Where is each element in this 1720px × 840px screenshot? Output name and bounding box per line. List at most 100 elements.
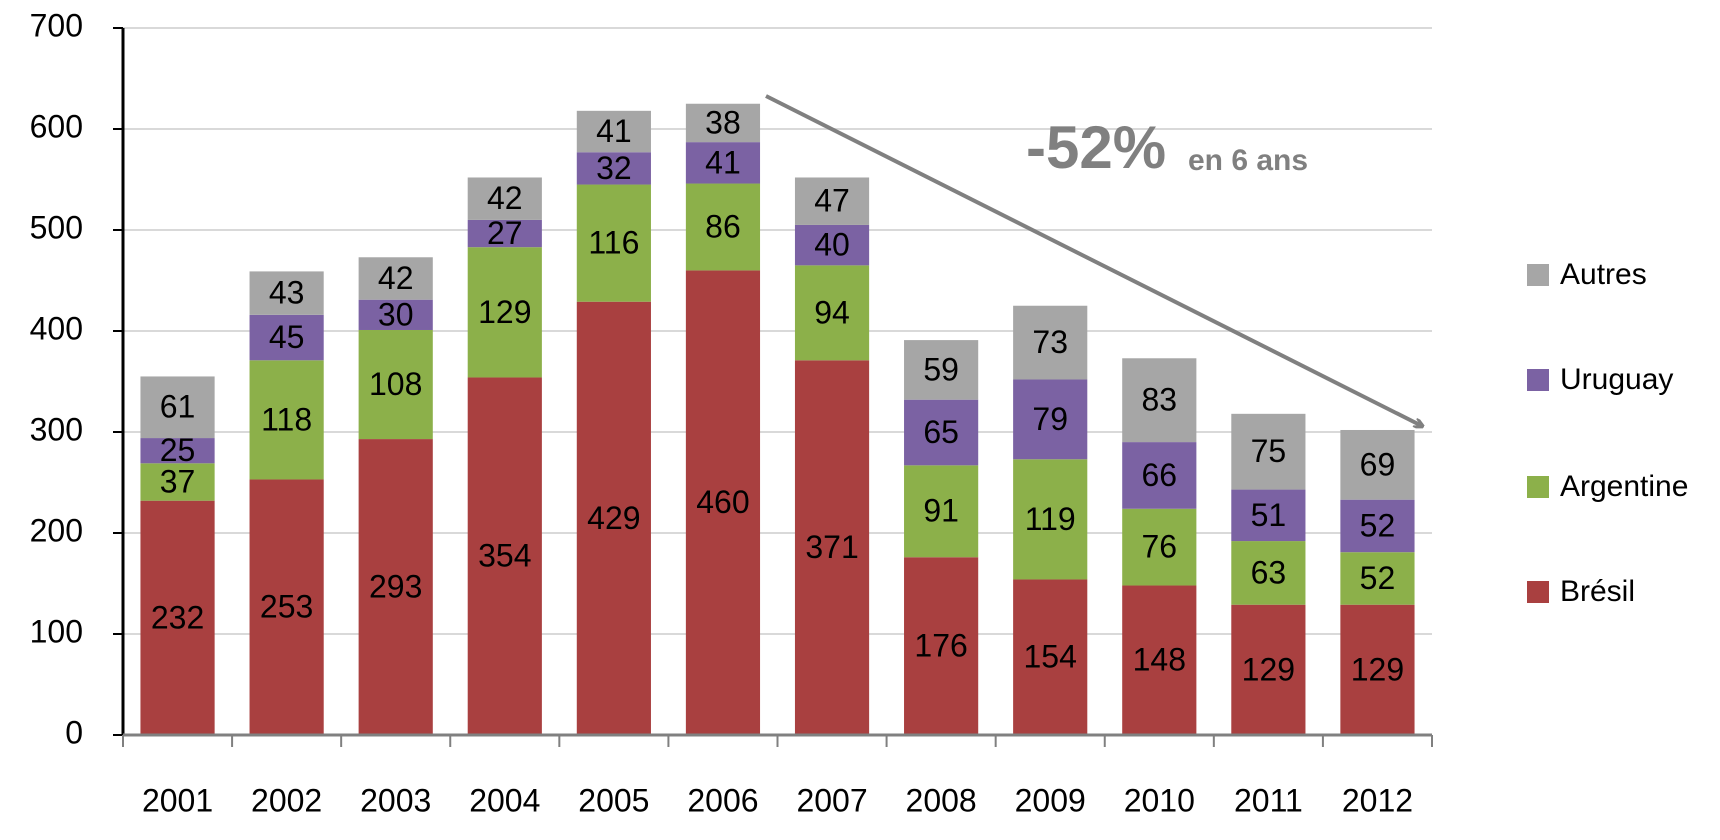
data-label: 116 (588, 225, 639, 261)
bar-segment (794, 177, 870, 225)
bar-segment (1122, 585, 1197, 735)
data-label: 232 (151, 599, 204, 635)
x-tick-label: 2004 (469, 782, 540, 818)
legend-label: Autres (1560, 258, 1647, 291)
y-tick-label: 0 (65, 714, 83, 750)
bar-segment (904, 399, 979, 466)
bar-segment (140, 463, 215, 501)
y-tick-label: 600 (30, 108, 83, 144)
legend-label: Brésil (1560, 575, 1635, 608)
bar-segment (576, 152, 651, 185)
bar-segment (140, 500, 215, 735)
y-tick-label: 500 (30, 209, 83, 245)
annotation-text: en 6 ans (1188, 144, 1308, 177)
data-label: 41 (596, 113, 632, 149)
data-label: 354 (478, 538, 531, 574)
bar-segment (1013, 305, 1088, 380)
bar-segment (1340, 499, 1415, 553)
bar-segment (358, 329, 433, 440)
y-tick-label: 100 (30, 613, 83, 649)
data-label: 47 (814, 183, 850, 219)
x-tick-label: 2009 (1015, 782, 1086, 818)
bar-segment (249, 479, 324, 735)
data-label: 129 (1242, 651, 1295, 687)
bar-segment (1231, 541, 1306, 605)
bar-segment (140, 438, 215, 464)
bar-segment (1122, 358, 1197, 443)
bar-segment (685, 270, 761, 735)
y-tick-label: 400 (30, 310, 83, 346)
y-tick-label: 200 (30, 512, 83, 548)
trend-arrow (765, 94, 1422, 426)
data-label: 94 (814, 294, 850, 330)
bar-segment (1340, 429, 1415, 500)
bar-segment (576, 301, 651, 735)
data-label: 86 (705, 208, 741, 244)
bar-segment (1122, 508, 1197, 586)
data-label: 37 (160, 463, 196, 499)
bar-segment (685, 183, 761, 271)
data-label: 61 (160, 389, 196, 425)
data-label: 38 (705, 104, 741, 140)
data-label: 27 (487, 215, 523, 251)
data-label: 76 (1141, 529, 1177, 565)
bar-segment (467, 177, 542, 220)
bar-segment (1231, 413, 1306, 490)
data-label: 51 (1251, 497, 1287, 533)
bar-segment (576, 184, 651, 302)
x-tick-label: 2007 (796, 782, 867, 818)
y-tick-label: 300 (30, 411, 83, 447)
data-label: 65 (923, 414, 959, 450)
data-label: 63 (1251, 554, 1287, 590)
bar-segment (685, 142, 761, 184)
bar-segment (1122, 442, 1197, 509)
x-tick-label: 2002 (251, 782, 322, 818)
data-label: 148 (1133, 642, 1186, 678)
legend-label: Argentine (1560, 470, 1688, 503)
x-tick-label: 2001 (142, 782, 213, 818)
data-label: 40 (814, 227, 850, 263)
bar-segment (467, 377, 542, 735)
x-tick-label: 2003 (360, 782, 431, 818)
bar-segment (1231, 489, 1306, 542)
data-label: 176 (914, 628, 967, 664)
data-label: 42 (378, 260, 414, 296)
x-tick-label: 2012 (1342, 782, 1413, 818)
data-label: 75 (1251, 433, 1287, 469)
data-label: 429 (587, 500, 640, 536)
grid (113, 27, 1432, 736)
data-label: 79 (1032, 401, 1068, 437)
bar-segment (794, 224, 870, 266)
data-label: 52 (1360, 560, 1396, 596)
bar-segment (794, 360, 870, 735)
data-label: 42 (487, 180, 523, 216)
y-tick-label: 700 (30, 7, 83, 43)
bar-segment (904, 557, 979, 735)
data-label: 43 (269, 275, 305, 311)
bar-segment (904, 465, 979, 558)
data-label: 52 (1360, 507, 1396, 543)
bar-segment (1013, 579, 1088, 735)
data-label: 129 (1351, 651, 1404, 687)
data-label: 91 (923, 493, 959, 529)
x-tick-label: 2011 (1234, 782, 1303, 818)
data-label: 25 (160, 432, 196, 468)
bars: 2323725612531184543293108304235412927424… (140, 103, 1415, 735)
x-tick-label: 2005 (578, 782, 649, 818)
bar-segment (685, 103, 761, 143)
bar-segment (794, 265, 870, 361)
data-label: 30 (378, 296, 414, 332)
data-label: 119 (1025, 501, 1076, 537)
data-label: 45 (269, 319, 305, 355)
data-label: 293 (369, 568, 422, 604)
bar-segment (140, 376, 215, 439)
bar-segment (1340, 604, 1415, 735)
bar-segment (249, 271, 324, 315)
bar-segment (358, 299, 433, 330)
data-label: 371 (805, 529, 858, 565)
data-label: 73 (1032, 324, 1068, 360)
data-label: 118 (261, 401, 312, 437)
legend-swatch (1527, 264, 1549, 286)
data-label: 32 (596, 150, 632, 186)
